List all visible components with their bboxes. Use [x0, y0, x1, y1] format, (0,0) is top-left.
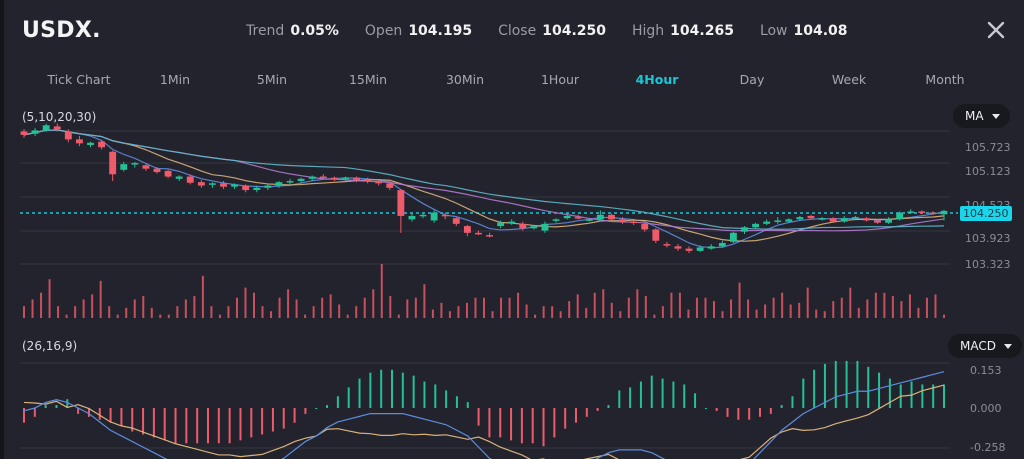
macd-indicator-dropdown[interactable]: MACD: [948, 334, 1022, 358]
stat-label: Low: [759, 23, 788, 39]
stat-value: 104.195: [408, 23, 473, 39]
tab-30min[interactable]: 30Min: [445, 72, 485, 87]
stat-close: Close 104.250: [498, 23, 606, 39]
stat-value: 104.250: [542, 23, 606, 39]
macd-axis-tick: 0.000: [970, 402, 1002, 415]
tab-day[interactable]: Day: [739, 72, 765, 87]
stat-label: Close: [498, 23, 537, 39]
chevron-down-icon: [991, 113, 1000, 119]
stat-label: High: [631, 23, 665, 39]
header: USDX. Trend 0.05% Open 104.195 Close 104.250 H…: [0, 0, 1024, 64]
stat-open: Open 104.195: [365, 23, 472, 39]
tab-month[interactable]: Month: [925, 72, 965, 87]
current-price-tag: 104.250: [960, 206, 1012, 221]
tab-15min[interactable]: 15Min: [348, 72, 388, 87]
ma-indicator-dropdown[interactable]: MA: [953, 104, 1010, 128]
macd-axis-tick: 0.153: [970, 364, 1002, 377]
tab-1hour[interactable]: 1Hour: [540, 72, 580, 87]
tab-week[interactable]: Week: [831, 72, 867, 87]
tab-5min[interactable]: 5Min: [256, 72, 288, 87]
macd-params: (26,16,9): [22, 339, 78, 353]
tab-1min[interactable]: 1Min: [159, 72, 191, 87]
stat-value: 104.265: [670, 23, 734, 39]
macd-axis-tick: -0.258: [970, 441, 1006, 454]
price-stats: Trend 0.05% Open 104.195 Close 104.250 High 104…: [246, 23, 874, 39]
stat-high: High 104.265: [632, 23, 734, 39]
price-axis-tick: 103.923: [965, 232, 1011, 245]
timeframe-tabs: Tick Chart 1Min 5Min 15Min 30Min 1Hour 4Hour Da…: [0, 72, 1024, 94]
tab-tick-chart[interactable]: Tick Chart: [47, 72, 111, 87]
price-axis-tick: 103.323: [965, 258, 1011, 271]
stat-value: 0.05%: [290, 23, 339, 39]
stat-label: Open: [364, 23, 403, 39]
stat-value: 104.08: [793, 23, 848, 39]
close-icon[interactable]: [984, 18, 1008, 42]
tab-4hour[interactable]: 4Hour: [635, 72, 679, 87]
stat-label: Trend: [246, 23, 285, 39]
ma-indicator-label: MA: [965, 109, 984, 123]
price-axis-tick: 105.123: [965, 165, 1011, 178]
ma-params: (5,10,20,30): [22, 110, 97, 124]
stat-low: Low 104.08: [760, 23, 848, 39]
stat-trend: Trend 0.05%: [246, 23, 339, 39]
macd-indicator-label: MACD: [960, 339, 996, 353]
chevron-down-icon: [1003, 343, 1012, 349]
symbol-title: USDX.: [22, 18, 101, 43]
price-axis-tick: 105.723: [965, 141, 1011, 154]
